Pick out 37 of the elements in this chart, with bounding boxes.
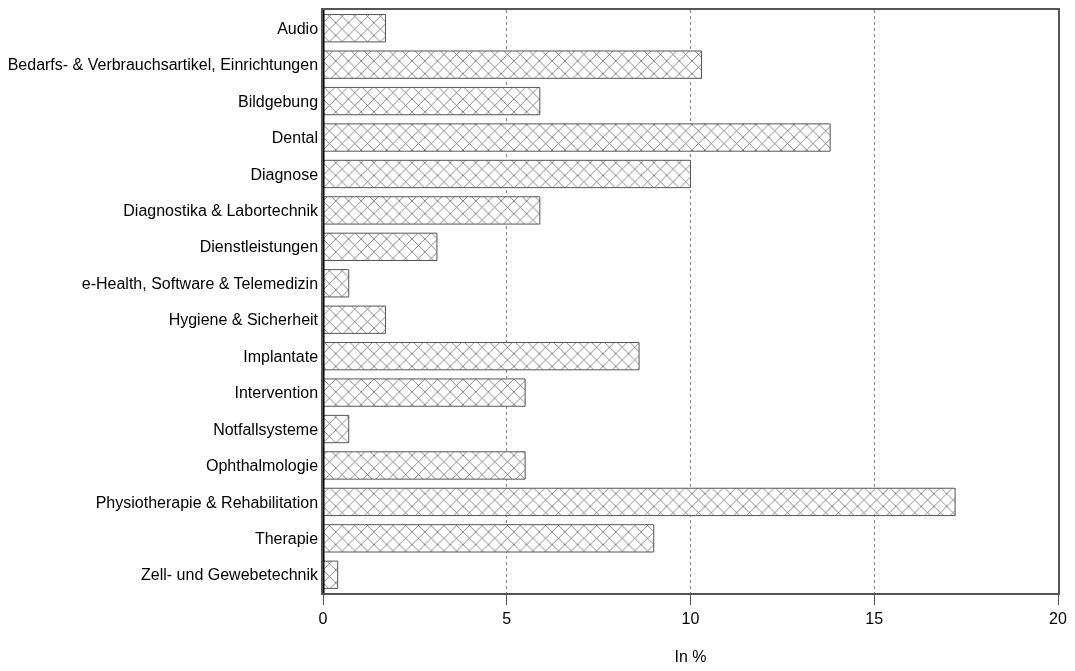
x-tick-label: 0 <box>318 609 328 627</box>
bar <box>323 414 350 444</box>
y-tick-label: Notfallsysteme <box>213 420 319 438</box>
bar <box>323 86 541 116</box>
y-tick-label: e-Health, Software & Telemedizin <box>81 274 319 292</box>
y-tick-label: Bedarfs- & Verbrauchsartikel, Einrichtungen <box>7 56 319 74</box>
bar <box>323 14 386 43</box>
x-tick-label: 20 <box>1049 609 1067 627</box>
y-tick-label: Diagnostika & Labortechnik <box>123 202 320 220</box>
bar <box>323 123 831 152</box>
x-tick-label: 5 <box>502 609 512 627</box>
x-tick-label: 10 <box>681 609 700 627</box>
y-tick-label: Bildgebung <box>237 92 319 110</box>
bar <box>323 159 691 189</box>
y-tick-label: Audio <box>277 19 319 37</box>
y-tick-label: Dienstleistungen <box>199 238 319 256</box>
bar <box>323 341 640 371</box>
bar <box>323 378 526 407</box>
x-axis-title: In % <box>674 648 707 666</box>
x-tick-label: 15 <box>865 609 884 627</box>
bar <box>323 196 541 225</box>
y-tick-label: Intervention <box>234 384 319 402</box>
bar <box>323 524 655 553</box>
bar <box>323 232 438 262</box>
bar <box>323 305 386 334</box>
bar <box>323 487 956 517</box>
bar <box>323 269 350 298</box>
y-tick-label: Ophthalmologie <box>205 457 319 475</box>
y-tick-label: Dental <box>271 129 319 147</box>
bar <box>323 50 703 79</box>
y-tick-label: Diagnose <box>250 165 319 183</box>
y-tick-label: Hygiene & Sicherheit <box>168 311 319 329</box>
y-tick-label: Implantate <box>243 347 319 365</box>
y-tick-label: Physiotherapie & Rehabilitation <box>95 493 319 511</box>
y-tick-label: Zell- und Gewebetechnik <box>141 566 320 584</box>
y-tick-label: Therapie <box>254 529 319 547</box>
bar <box>323 451 526 480</box>
